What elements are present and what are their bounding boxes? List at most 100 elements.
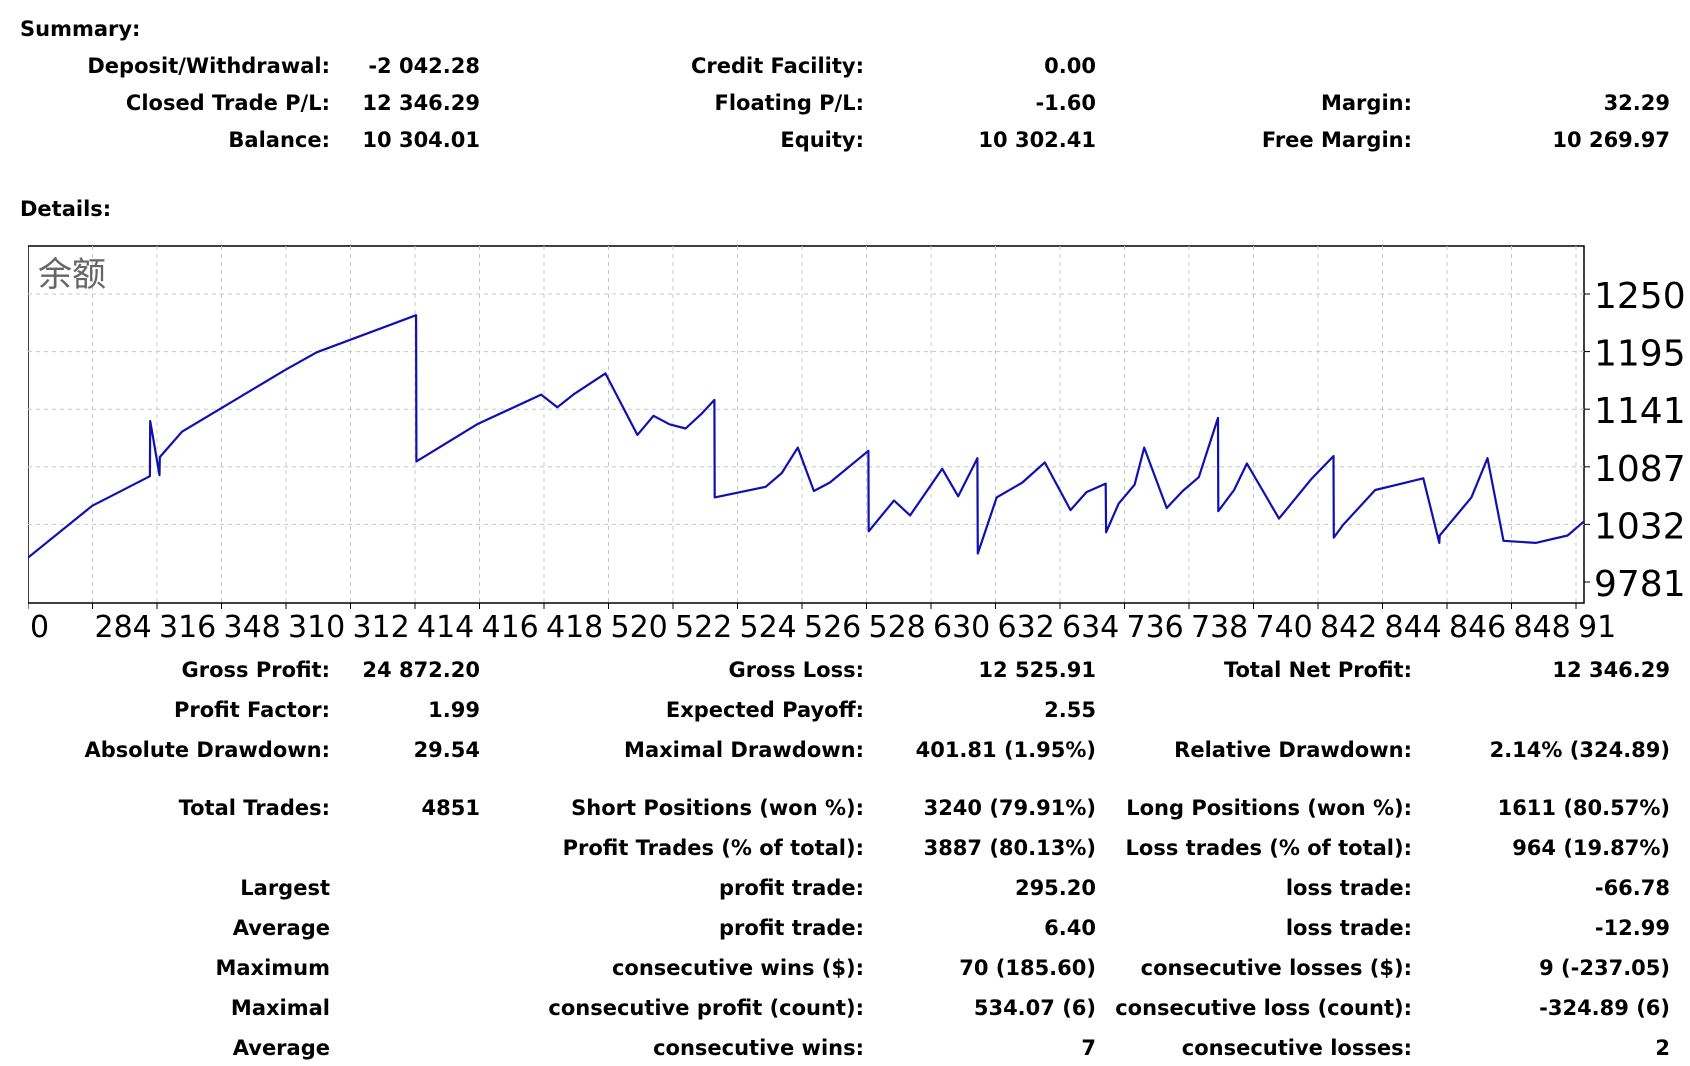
details-row-2-col-0-value: 29.54	[413, 738, 480, 762]
details-row-5-col-2-value: -66.78	[1594, 876, 1670, 900]
details-row-5-col-1-value: 295.20	[1014, 876, 1096, 900]
chart-grid	[28, 246, 1584, 603]
details-row-7-col-1-value: 70 (185.60)	[959, 956, 1096, 980]
details-row-7-col-2-value: 9 (-237.05)	[1539, 956, 1670, 980]
chart-x-tick-label: 418	[546, 610, 603, 642]
details-row-8-col-0-label: Maximal	[230, 996, 330, 1020]
details-row-6-col-2-value: -12.99	[1594, 916, 1670, 940]
chart-x-tick-label: 0	[30, 610, 49, 642]
credit-facility-value: 0.00	[1044, 54, 1096, 78]
details-row-1-col-0-value: 1.99	[428, 698, 480, 722]
chart-x-tick-label: 284	[95, 610, 152, 642]
details-row-8-col-1-label: consecutive profit (count):	[548, 996, 864, 1020]
chart-x-tick-label: 846	[1449, 610, 1506, 642]
summary-title: Summary:	[20, 17, 141, 41]
chart-x-tick-label: 520	[611, 610, 668, 642]
chart-y-ticks: 1250 1195 1141 1087 1032 9781	[1584, 276, 1686, 605]
details-row-0-col-0-value: 24 872.20	[362, 658, 480, 682]
details-row-4-col-1-label: Profit Trades (% of total):	[562, 836, 864, 860]
chart-y-tick-label: 1087	[1594, 449, 1686, 490]
chart-x-tick-label: 632	[998, 610, 1055, 642]
closed-trade-pl-label: Closed Trade P/L:	[125, 91, 330, 115]
chart-plot-border	[27, 245, 1585, 604]
margin-label: Margin:	[1320, 91, 1412, 115]
chart-x-tick-label: 414	[417, 610, 474, 642]
equity-label: Equity:	[780, 128, 864, 152]
details-row-7-col-0-label: Maximum	[215, 956, 330, 980]
details-row-9-col-2-value: 2	[1655, 1036, 1670, 1060]
chart-x-tick-label: 316	[159, 610, 216, 642]
deposit-withdrawal-label: Deposit/Withdrawal:	[87, 54, 330, 78]
details-row-4-col-2-value: 964 (19.87%)	[1512, 836, 1670, 860]
details-row-3-col-1-label: Short Positions (won %):	[571, 796, 864, 820]
details-row-5-col-0-label: Largest	[240, 876, 330, 900]
chart-x-tick-label: 736	[1127, 610, 1184, 642]
details-row-5-col-1-label: profit trade:	[719, 876, 864, 900]
details-row-2-col-1-value: 401.81 (1.95%)	[915, 738, 1096, 762]
balance-chart-svg: 0 284 316 348 310 312 414 416 418 520 522 524 526 528…	[27, 245, 1686, 645]
chart-title: 余额	[38, 255, 106, 295]
chart-x-tick-label: 842	[1320, 610, 1377, 642]
details-row-1-col-0-label: Profit Factor:	[173, 698, 330, 722]
chart-x-tick-label: 630	[933, 610, 990, 642]
details-row-6-col-0-label: Average	[232, 916, 330, 940]
chart-x-tick-label: 522	[675, 610, 732, 642]
details-row-3-col-2-label: Long Positions (won %):	[1126, 796, 1412, 820]
details-row-2-col-1-label: Maximal Drawdown:	[624, 738, 864, 762]
balance-value: 10 304.01	[362, 128, 480, 152]
chart-x-tick-label: 844	[1385, 610, 1442, 642]
details-row-2-col-0-label: Absolute Drawdown:	[84, 738, 330, 762]
details-row-0-col-1-label: Gross Loss:	[728, 658, 864, 682]
details-row-3-col-0-value: 4851	[421, 796, 480, 820]
balance-chart: 0 284 316 348 310 312 414 416 418 520 522 524 526 528…	[27, 242, 1690, 645]
chart-x-tick-label: 848	[1514, 610, 1571, 642]
details-title: Details:	[20, 197, 112, 221]
chart-y-tick-label: 1141	[1594, 391, 1686, 432]
details-row-8-col-2-label: consecutive loss (count):	[1115, 996, 1412, 1020]
details-row-0-col-2-label: Total Net Profit:	[1223, 658, 1412, 682]
margin-value: 32.29	[1603, 91, 1670, 115]
balance-line	[27, 314, 1585, 559]
details-row-6-col-1-label: profit trade:	[719, 916, 864, 940]
details-row-9-col-0-label: Average	[232, 1036, 330, 1060]
chart-y-tick-label: 1250	[1594, 276, 1686, 317]
details-row-0-col-2-value: 12 346.29	[1552, 658, 1670, 682]
chart-x-tick-label: 634	[1062, 610, 1119, 642]
chart-x-tick-label: 91	[1578, 610, 1616, 642]
chart-x-tick-label: 416	[482, 610, 539, 642]
details-row-7-col-1-label: consecutive wins ($):	[611, 956, 864, 980]
details-row-9-col-1-label: consecutive wins:	[653, 1036, 864, 1060]
details-row-1-col-1-label: Expected Payoff:	[665, 698, 864, 722]
free-margin-value: 10 269.97	[1552, 128, 1670, 152]
chart-x-tick-label: 740	[1256, 610, 1313, 642]
details-row-2-col-2-value: 2.14% (324.89)	[1489, 738, 1670, 762]
details-row-1-col-1-value: 2.55	[1044, 698, 1096, 722]
chart-x-tick-label: 738	[1191, 610, 1248, 642]
details-row-3-col-0-label: Total Trades:	[178, 796, 330, 820]
details-row-6-col-2-label: loss trade:	[1285, 916, 1412, 940]
details-row-7-col-2-label: consecutive losses ($):	[1140, 956, 1412, 980]
floating-pl-label: Floating P/L:	[714, 91, 864, 115]
details-row-8-col-2-value: -324.89 (6)	[1539, 996, 1670, 1020]
free-margin-label: Free Margin:	[1261, 128, 1412, 152]
details-row-6-col-1-value: 6.40	[1044, 916, 1096, 940]
details-row-3-col-2-value: 1611 (80.57%)	[1497, 796, 1670, 820]
details-row-4-col-1-value: 3887 (80.13%)	[923, 836, 1096, 860]
chart-x-tick-label: 528	[869, 610, 926, 642]
floating-pl-value: -1.60	[1035, 91, 1096, 115]
chart-x-tick-label: 310	[288, 610, 345, 642]
details-row-0-col-0-label: Gross Profit:	[181, 658, 330, 682]
chart-y-tick-label: 9781	[1594, 564, 1686, 605]
chart-x-tick-label: 312	[353, 610, 410, 642]
chart-x-tick-label: 526	[804, 610, 861, 642]
details-row-8-col-1-value: 534.07 (6)	[973, 996, 1096, 1020]
chart-x-tick-label: 348	[224, 610, 281, 642]
details-row-9-col-1-value: 7	[1081, 1036, 1096, 1060]
details-row-2-col-2-label: Relative Drawdown:	[1174, 738, 1412, 762]
deposit-withdrawal-value: -2 042.28	[368, 54, 480, 78]
chart-x-ticks: 0 284 316 348 310 312 414 416 418 520 522 524 526 528…	[27, 603, 1616, 645]
credit-facility-label: Credit Facility:	[690, 54, 864, 78]
chart-y-tick-label: 1195	[1594, 334, 1686, 375]
details-row-0-col-1-value: 12 525.91	[978, 658, 1096, 682]
details-row-4-col-2-label: Loss trades (% of total):	[1125, 836, 1412, 860]
